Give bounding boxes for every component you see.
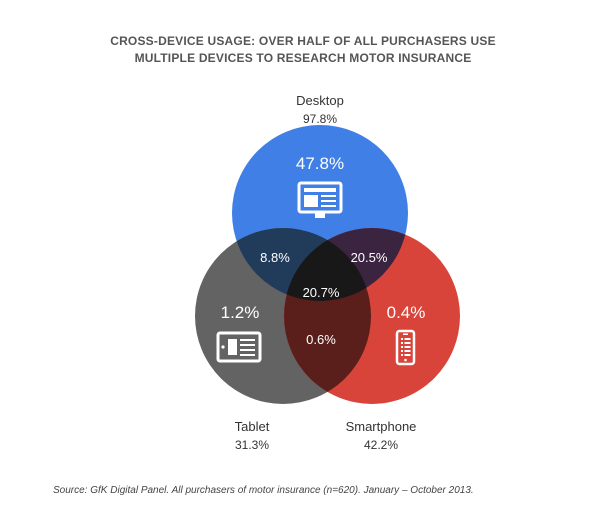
smartphone-total: 42.2%	[364, 438, 398, 452]
tablet-total: 31.3%	[235, 438, 269, 452]
desktop-monitor-icon	[297, 181, 343, 218]
tablet-smartphone-value: 0.6%	[306, 332, 336, 347]
triple-overlap	[284, 228, 371, 301]
chart-title: CROSS-DEVICE USAGE: OVER HALF OF ALL PUR…	[0, 33, 606, 67]
source-note: Source: GfK Digital Panel. All purchaser…	[53, 485, 474, 496]
chart-title-line-2: MULTIPLE DEVICES TO RESEARCH MOTOR INSUR…	[134, 51, 472, 65]
smartphone-label: Smartphone	[346, 419, 417, 434]
desktop-total: 97.8%	[303, 112, 337, 126]
triple-intersection-value: 20.7%	[303, 285, 340, 300]
desktop-smartphone-value: 20.5%	[351, 250, 388, 265]
desktop-tablet-value: 8.8%	[260, 250, 290, 265]
chart-title-line-1: CROSS-DEVICE USAGE: OVER HALF OF ALL PUR…	[110, 34, 496, 48]
smartphone-icon	[395, 329, 416, 366]
tablet-icon	[216, 331, 262, 363]
tablet-label: Tablet	[235, 419, 270, 434]
smartphone-only-value: 0.4%	[387, 303, 426, 322]
tablet-only-value: 1.2%	[221, 303, 260, 322]
desktop-only-value: 47.8%	[296, 154, 344, 173]
desktop-label: Desktop	[296, 93, 344, 108]
